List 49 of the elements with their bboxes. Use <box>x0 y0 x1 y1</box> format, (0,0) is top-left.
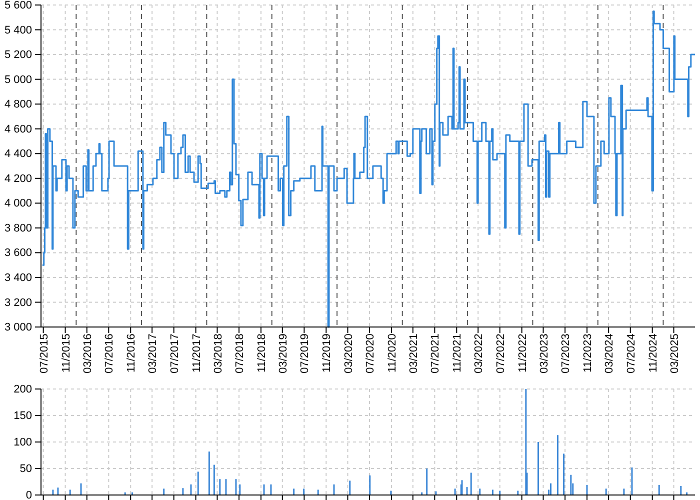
x-tick-label: 11/2017 <box>190 334 203 373</box>
x-tick-label: 11/2016 <box>126 334 138 373</box>
x-tick-label: 11/2022 <box>516 334 529 373</box>
x-tick-label: 11/2015 <box>60 334 72 373</box>
x-tick-label: 11/2024 <box>647 334 660 373</box>
x-tick-label: 11/2020 <box>386 334 399 373</box>
x-tick-label: 11/2018 <box>256 334 268 373</box>
y-tick-label: 0 <box>26 490 32 500</box>
x-tick-label: 03/2019 <box>277 334 290 374</box>
x-tick-label: 03/2024 <box>604 334 616 374</box>
x-tick-label: 07/2016 <box>104 334 116 374</box>
y-tick-label: 5 000 <box>4 74 32 86</box>
y-tick-label: 4 200 <box>4 172 32 185</box>
x-tick-label: 03/2022 <box>473 334 486 374</box>
x-tick-label: 03/2018 <box>212 334 224 374</box>
x-tick-label: 11/2019 <box>321 334 334 373</box>
x-tick-label: 07/2019 <box>299 334 312 374</box>
x-tick-label: 03/2020 <box>342 334 355 374</box>
x-tick-label: 11/2023 <box>582 334 594 373</box>
y-tick-label: 3 400 <box>4 272 32 284</box>
y-tick-label: 3 800 <box>4 222 32 234</box>
y-tick-label: 4 800 <box>4 98 32 111</box>
y-tick-label: 150 <box>14 410 32 422</box>
x-tick-label: 03/2016 <box>82 334 94 374</box>
x-tick-label: 11/2021 <box>452 334 464 373</box>
y-tick-label: 100 <box>14 436 32 449</box>
y-tick-label: 5 400 <box>4 24 32 36</box>
y-tick-label: 3 200 <box>4 296 32 309</box>
x-tick-label: 03/2025 <box>668 334 681 374</box>
x-tick-label: 07/2015 <box>38 334 50 374</box>
x-tick-label: 03/2017 <box>147 334 160 374</box>
y-tick-label: 3 600 <box>4 247 32 260</box>
y-tick-label: 200 <box>14 384 32 396</box>
y-tick-label: 4 400 <box>4 148 32 160</box>
x-tick-label: 03/2023 <box>538 334 550 374</box>
x-tick-label: 07/2022 <box>494 334 507 374</box>
y-tick-label: 4 000 <box>4 198 32 210</box>
x-tick-label: 07/2024 <box>625 334 638 374</box>
y-tick-label: 4 600 <box>4 123 32 136</box>
y-tick-label: 50 <box>20 463 32 476</box>
x-tick-label: 07/2020 <box>364 334 377 374</box>
y-tick-label: 5 200 <box>4 49 32 62</box>
x-tick-label: 03/2021 <box>408 334 420 374</box>
x-tick-label: 07/2017 <box>168 334 181 374</box>
y-tick-label: 5 600 <box>4 0 32 12</box>
y-tick-label: 3 000 <box>4 322 32 334</box>
x-tick-label: 07/2018 <box>234 334 246 374</box>
x-tick-label: 07/2023 <box>560 334 572 374</box>
x-tick-label: 07/2021 <box>430 334 442 374</box>
